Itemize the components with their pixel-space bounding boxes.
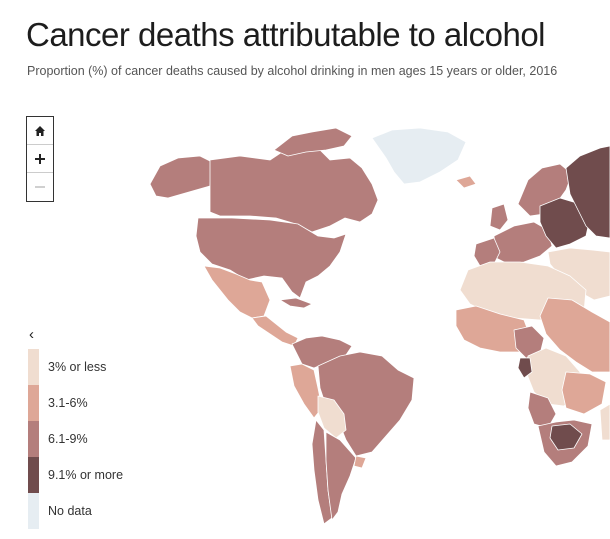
legend-swatch xyxy=(28,457,39,493)
legend-swatch xyxy=(28,493,39,529)
home-button[interactable] xyxy=(27,117,53,145)
legend-label: No data xyxy=(48,504,92,518)
region-central-america[interactable] xyxy=(251,315,299,347)
region-tanzania[interactable] xyxy=(561,371,607,415)
region-usa[interactable] xyxy=(195,217,347,299)
region-russia[interactable] xyxy=(565,145,610,239)
plus-icon xyxy=(34,153,46,165)
region-iceland[interactable] xyxy=(455,175,477,189)
legend-label: 9.1% or more xyxy=(48,468,124,482)
region-uk[interactable] xyxy=(489,203,509,231)
zoom-out-button[interactable] xyxy=(27,173,53,201)
region-gabon[interactable] xyxy=(517,357,533,379)
legend-label: 6.1-9% xyxy=(48,432,88,446)
region-south-africa[interactable] xyxy=(549,423,583,451)
legend-label: 3.1-6% xyxy=(48,396,88,410)
legend-swatch xyxy=(28,421,39,457)
region-eastern-europe[interactable] xyxy=(539,197,591,249)
region-uruguay[interactable] xyxy=(353,455,367,469)
region-alaska[interactable] xyxy=(149,155,213,199)
region-greenland xyxy=(371,127,467,185)
minus-icon xyxy=(34,181,46,193)
region-bolivia[interactable] xyxy=(317,395,347,439)
legend-swatch xyxy=(28,385,39,421)
zoom-controls xyxy=(26,116,54,202)
legend-swatch xyxy=(28,349,39,385)
region-madagascar[interactable] xyxy=(599,403,610,441)
region-western-europe[interactable] xyxy=(493,221,553,265)
home-icon xyxy=(34,125,46,137)
zoom-in-button[interactable] xyxy=(27,145,53,173)
legend-collapse-button[interactable]: ‹ xyxy=(29,326,34,343)
page-subtitle: Proportion (%) of cancer deaths caused b… xyxy=(27,64,558,78)
page-title: Cancer deaths attributable to alcohol xyxy=(26,16,546,53)
legend-label: 3% or less xyxy=(48,360,107,374)
region-peru[interactable] xyxy=(289,363,323,419)
region-east-africa[interactable] xyxy=(539,297,610,373)
region-arctic-islands[interactable] xyxy=(273,127,353,157)
region-chile[interactable] xyxy=(311,419,333,525)
region-colombia-venezuela[interactable] xyxy=(291,335,353,369)
region-caribbean[interactable] xyxy=(279,297,313,309)
region-argentina[interactable] xyxy=(325,431,357,521)
